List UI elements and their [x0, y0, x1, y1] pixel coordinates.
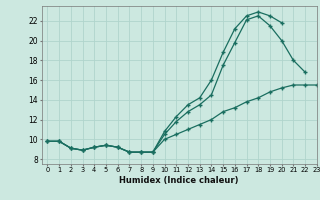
- X-axis label: Humidex (Indice chaleur): Humidex (Indice chaleur): [119, 176, 239, 185]
